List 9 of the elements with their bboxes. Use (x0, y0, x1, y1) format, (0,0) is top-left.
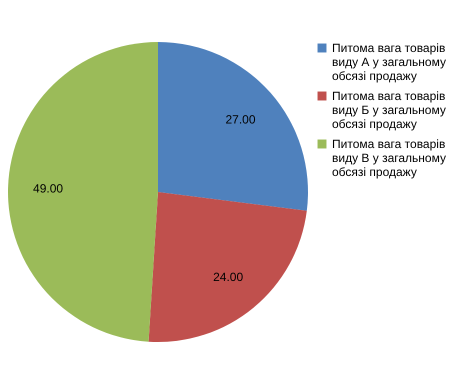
pie-slice (8, 42, 158, 342)
data-label: 27.00 (225, 112, 256, 126)
pie-slice (158, 42, 308, 211)
legend-label: Питома вага товарів виду А у загальному обсязі продажу (332, 41, 446, 83)
data-label: 49.00 (33, 182, 64, 196)
legend-label: Питома вага товарів виду В у загальному обсязі продажу (332, 137, 446, 179)
data-label: 24.00 (213, 270, 244, 284)
pie-slice (148, 192, 307, 342)
legend-label: Питома вага товарів виду Б у загальному обсязі продажу (332, 89, 446, 131)
